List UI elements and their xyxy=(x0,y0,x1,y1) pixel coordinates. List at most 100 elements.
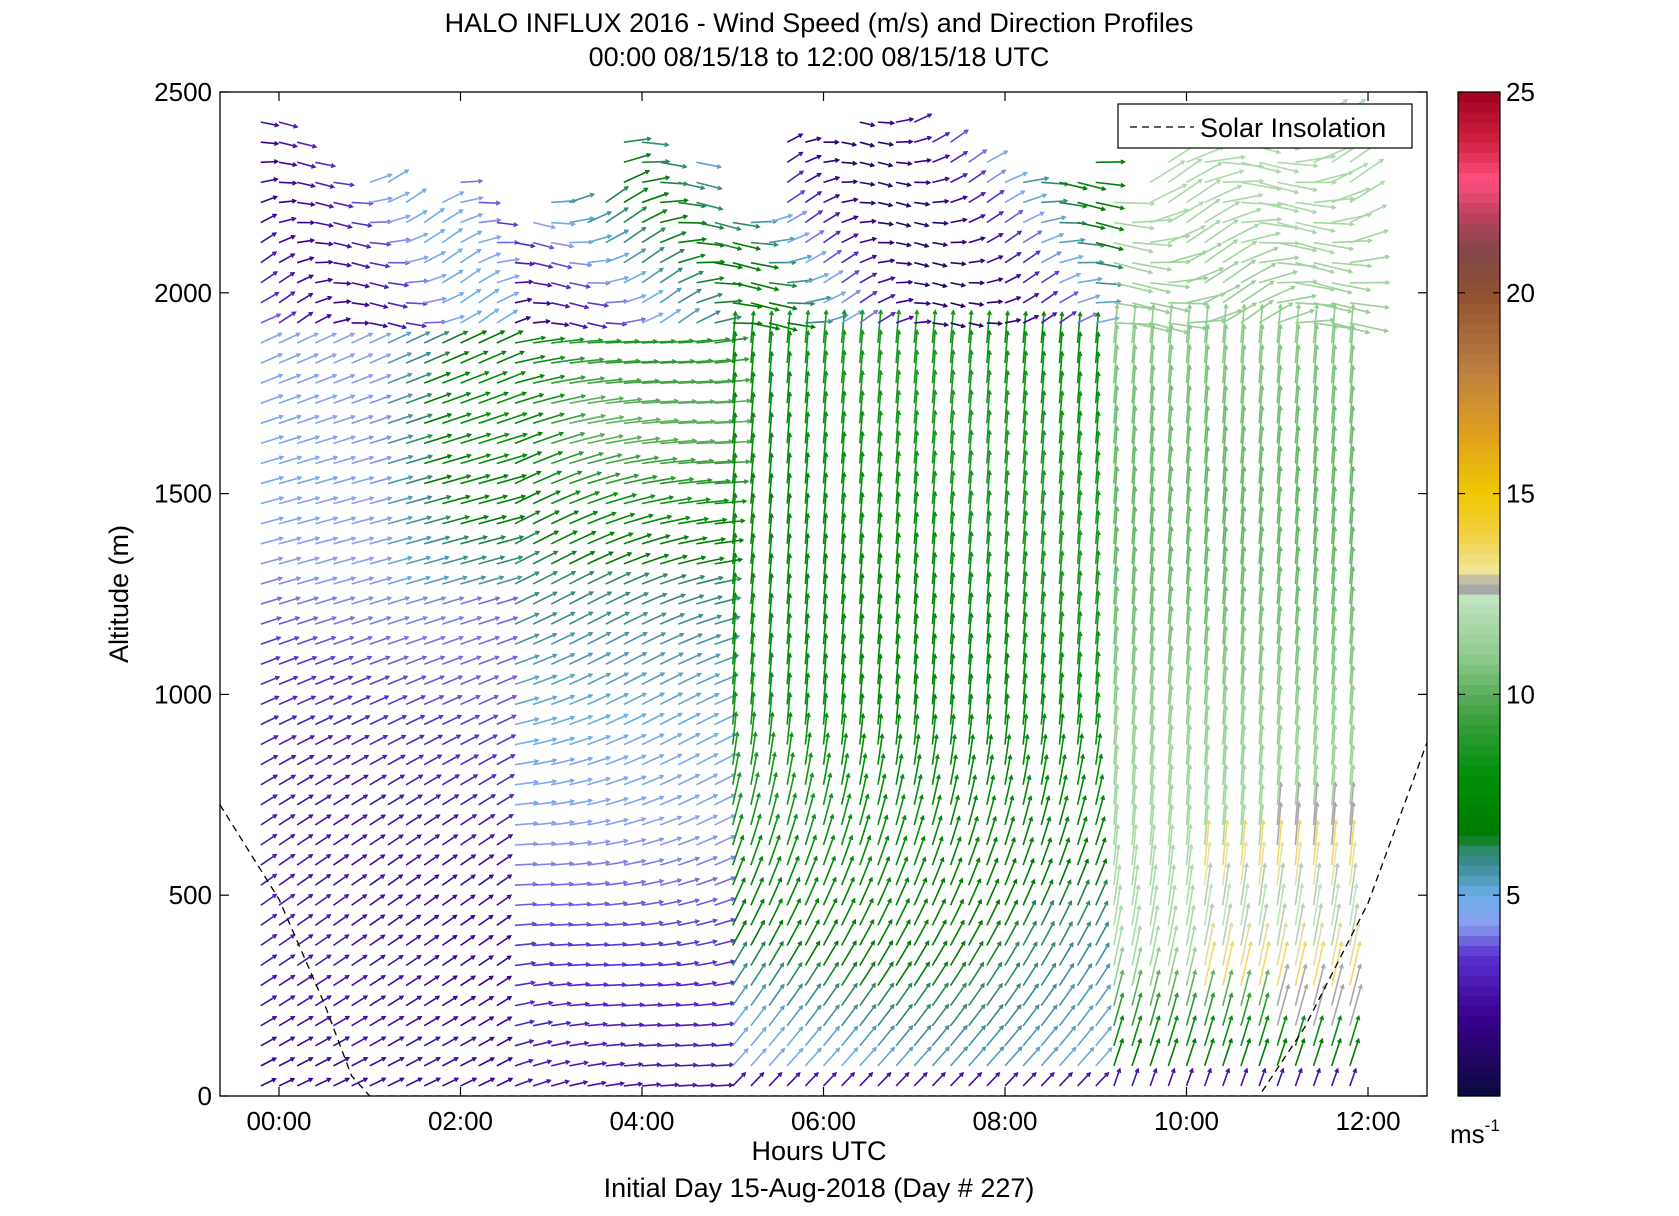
wind-arrow xyxy=(950,241,966,244)
wind-arrow-head xyxy=(795,1071,801,1078)
wind-arrow xyxy=(1185,406,1191,444)
wind-arrow-head xyxy=(313,353,320,358)
wind-arrow-head xyxy=(368,353,374,358)
wind-arrow xyxy=(1222,1068,1230,1087)
wind-arrow xyxy=(460,754,479,766)
wind-arrow xyxy=(677,733,700,746)
wind-arrow xyxy=(1203,567,1209,605)
wind-arrow xyxy=(605,474,639,485)
wind-arrow xyxy=(877,312,896,324)
wind-arrow xyxy=(750,613,755,645)
wind-arrow xyxy=(750,984,767,1007)
wind-arrow-head xyxy=(570,632,576,637)
wind-arrow xyxy=(696,359,731,364)
wind-arrow-head xyxy=(1013,1071,1019,1078)
wind-arrow xyxy=(333,201,353,208)
wind-arrow xyxy=(587,512,616,525)
wind-arrow xyxy=(1113,426,1118,464)
wind-arrow-head xyxy=(529,1039,535,1044)
wind-arrow-head xyxy=(485,473,491,479)
wind-arrow-head xyxy=(871,1025,877,1031)
wind-arrow xyxy=(750,533,755,564)
wind-arrow xyxy=(768,433,773,464)
wind-arrow xyxy=(841,180,857,184)
wind-arrow xyxy=(315,221,333,227)
wind-arrow-head xyxy=(1096,712,1102,718)
wind-arrow xyxy=(967,714,973,745)
wind-arrow xyxy=(1167,158,1202,184)
wind-arrow-head xyxy=(1190,884,1196,890)
wind-arrow xyxy=(1113,302,1153,310)
wind-arrow xyxy=(750,672,755,705)
wind-arrow xyxy=(913,614,918,645)
wind-arrow xyxy=(1203,1016,1215,1047)
wind-arrow-head xyxy=(421,323,428,329)
wind-arrow-head xyxy=(1016,318,1022,324)
wind-arrow xyxy=(859,614,864,645)
wind-arrow xyxy=(822,673,827,705)
wind-arrow-head xyxy=(832,876,837,882)
wind-arrow xyxy=(967,572,973,605)
wind-arrow xyxy=(532,759,557,766)
wind-arrow-head xyxy=(741,898,747,904)
wind-arrow xyxy=(260,394,283,404)
wind-arrow xyxy=(369,1015,386,1027)
wind-arrow xyxy=(859,181,875,186)
wind-arrow xyxy=(1059,238,1085,244)
wind-arrow-head xyxy=(999,1046,1005,1052)
wind-arrow-head xyxy=(694,835,701,841)
wind-arrow-head xyxy=(399,1015,405,1021)
wind-arrow xyxy=(423,1016,440,1027)
wind-arrow-head xyxy=(1052,1004,1058,1010)
wind-arrow xyxy=(731,835,744,866)
wind-arrow-head xyxy=(427,495,433,501)
wind-arrow xyxy=(1131,785,1137,825)
wind-arrow-head xyxy=(656,1062,662,1068)
wind-arrow xyxy=(387,934,403,947)
wind-arrow xyxy=(877,391,882,424)
wind-arrow-head xyxy=(1106,1005,1112,1011)
wind-arrow xyxy=(732,963,748,986)
wind-arrow-head xyxy=(712,939,718,945)
wind-arrow-head xyxy=(312,635,319,641)
wind-arrow xyxy=(441,914,457,926)
wind-arrow xyxy=(1076,332,1082,364)
wind-arrow xyxy=(696,615,722,625)
wind-arrow-head xyxy=(271,1077,277,1083)
wind-arrow xyxy=(822,1072,837,1087)
wind-arrow-head xyxy=(476,310,483,316)
wind-arrow-head xyxy=(308,913,314,919)
wind-arrow xyxy=(514,739,539,746)
wind-arrow-head xyxy=(871,982,876,988)
wind-arrow-head xyxy=(1077,311,1083,317)
wind-arrow xyxy=(278,1016,295,1027)
wind-arrow xyxy=(369,476,392,485)
wind-arrow xyxy=(333,221,352,229)
wind-arrow-head xyxy=(737,557,744,563)
wind-arrow xyxy=(1094,775,1104,806)
wind-arrow xyxy=(895,573,900,605)
wind-arrow-head xyxy=(272,954,278,960)
wind-arrow-head xyxy=(308,1077,314,1083)
wind-arrow xyxy=(1222,1016,1233,1047)
wind-arrow-head xyxy=(1069,962,1075,968)
wind-arrow xyxy=(931,451,937,484)
wind-arrow-head xyxy=(845,772,851,779)
wind-arrow-head xyxy=(730,834,737,840)
wind-arrow xyxy=(1041,199,1068,204)
wind-arrow-head xyxy=(853,1004,859,1010)
wind-arrow xyxy=(1058,1005,1076,1027)
wind-arrow xyxy=(623,775,646,786)
wind-arrow-head xyxy=(277,353,284,358)
wind-arrow-head xyxy=(434,834,441,839)
wind-arrow xyxy=(569,1003,589,1007)
wind-arrow xyxy=(1076,713,1082,745)
wind-arrow-head xyxy=(1225,862,1231,868)
wind-arrow-head xyxy=(290,995,296,1000)
wind-arrow-head xyxy=(398,894,404,900)
wind-arrow xyxy=(260,853,277,866)
wind-arrow xyxy=(840,983,858,1007)
wind-arrow xyxy=(1059,201,1087,208)
wind-arrow-head xyxy=(1009,794,1015,801)
wind-arrow-head xyxy=(1066,879,1072,885)
